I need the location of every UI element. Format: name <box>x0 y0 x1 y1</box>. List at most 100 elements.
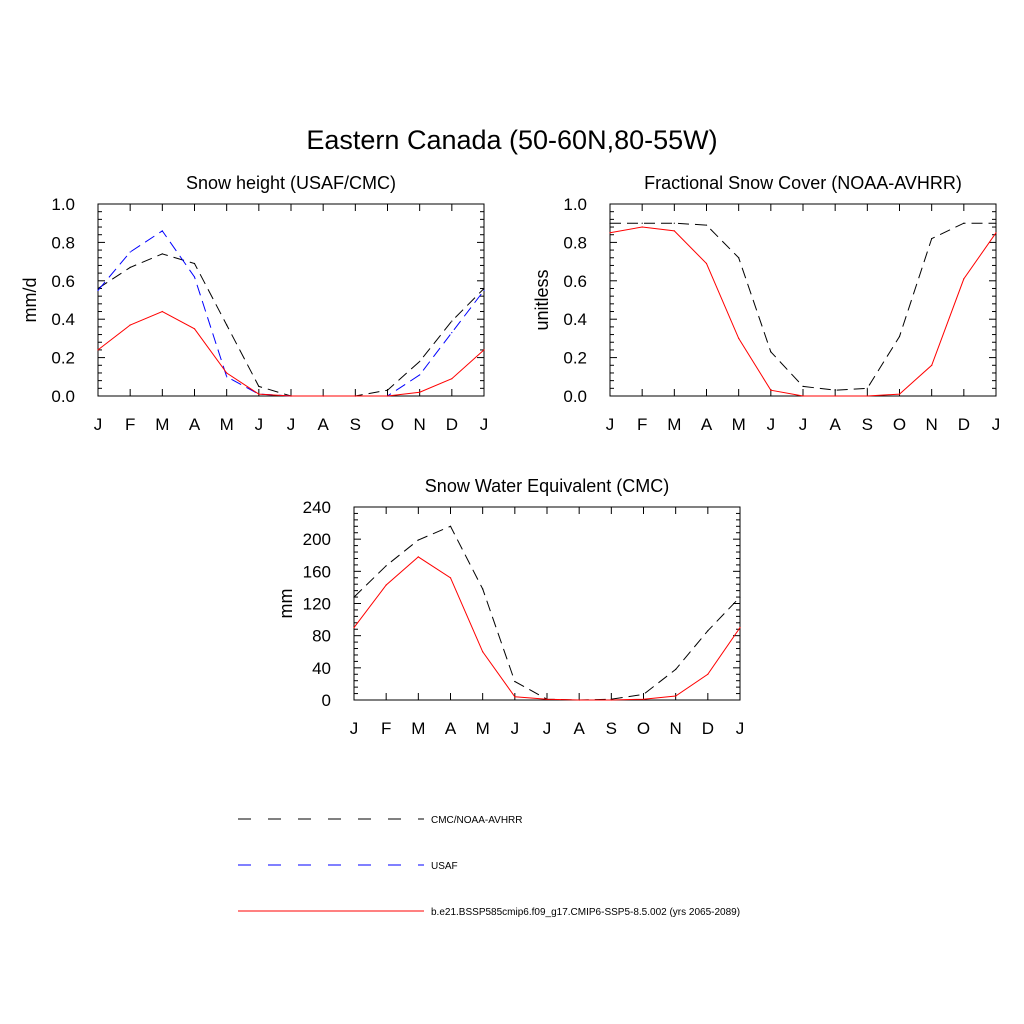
x-tick-label: O <box>637 719 650 738</box>
panel-fractional-snow-cover: Fractional Snow Cover (NOAA-AVHRR) unitle… <box>532 173 1000 434</box>
data-point-usaf <box>451 332 453 334</box>
y-tick-label: 80 <box>312 627 331 646</box>
data-point-obs <box>705 224 708 226</box>
data-point-obs <box>675 668 677 671</box>
data-point-obs <box>802 385 804 387</box>
data-point-model <box>290 395 292 397</box>
x-tick-label: M <box>732 415 746 434</box>
x-tick-label: J <box>511 719 520 738</box>
y-tick-label: 0 <box>322 691 331 710</box>
data-point-model <box>642 698 645 700</box>
data-point-model <box>482 651 484 653</box>
x-tick-label: J <box>480 415 489 434</box>
data-point-model <box>641 226 643 228</box>
data-point-model <box>258 393 260 395</box>
data-point-model <box>97 349 99 351</box>
data-point-obs <box>386 389 389 391</box>
x-tick-label: N <box>926 415 938 434</box>
data-point-usaf <box>419 374 421 376</box>
data-point-model <box>385 584 387 586</box>
data-point-model <box>675 695 677 697</box>
y-axis-label: mm <box>276 589 296 619</box>
data-point-obs <box>258 385 260 387</box>
panel-title: Snow height (USAF/CMC) <box>186 173 396 193</box>
x-tick-label: S <box>606 719 617 738</box>
data-point-model <box>483 349 485 351</box>
data-point-obs <box>97 287 99 290</box>
data-point-obs <box>995 222 997 224</box>
data-point-obs <box>353 596 355 598</box>
x-tick-label: M <box>476 719 490 738</box>
x-tick-label: J <box>255 415 264 434</box>
y-tick-label: 0.0 <box>51 387 75 406</box>
data-point-obs <box>417 539 419 541</box>
data-point-obs <box>161 253 163 255</box>
x-tick-label: A <box>445 719 457 738</box>
data-point-model <box>610 699 612 701</box>
data-point-obs <box>514 680 516 683</box>
x-tick-label: J <box>287 415 296 434</box>
x-tick-label: M <box>220 415 234 434</box>
data-point-obs <box>738 257 740 259</box>
x-tick-label: O <box>893 415 906 434</box>
data-point-usaf <box>193 276 196 278</box>
data-point-model <box>995 232 997 234</box>
data-point-usaf <box>226 376 228 378</box>
y-tick-label: 1.0 <box>51 195 75 214</box>
y-tick-label: 0.2 <box>51 349 75 368</box>
data-point-obs <box>226 324 228 326</box>
y-tick-label: 0.6 <box>563 272 587 291</box>
y-tick-label: 0.4 <box>563 310 587 329</box>
y-axis-label: unitless <box>532 269 552 330</box>
panel-title: Fractional Snow Cover (NOAA-AVHRR) <box>644 173 962 193</box>
x-tick-label: J <box>736 719 745 738</box>
x-tick-label: D <box>446 415 458 434</box>
data-point-model <box>770 389 772 391</box>
plot-frame <box>353 506 741 701</box>
y-tick-label: 0.8 <box>51 233 75 252</box>
x-tick-label: J <box>799 415 808 434</box>
data-point-model <box>449 577 452 579</box>
x-tick-label: F <box>125 415 135 434</box>
x-tick-label: D <box>702 719 714 738</box>
series-line-obs <box>610 222 996 391</box>
data-point-obs <box>931 238 933 240</box>
y-tick-label: 0.8 <box>563 233 587 252</box>
x-tick-label: A <box>701 415 713 434</box>
panel-snow-water-equivalent: Snow Water Equivalent (CMC) mm 0 40 80 120 160… <box>276 476 744 738</box>
data-point-obs <box>483 287 485 290</box>
x-tick-label: M <box>667 415 681 434</box>
y-tick-label: 1.0 <box>563 195 587 214</box>
x-tick-label: A <box>189 415 201 434</box>
data-point-obs <box>385 565 387 567</box>
data-point-obs <box>673 222 675 224</box>
y-tick-label: 0.4 <box>51 310 75 329</box>
data-point-model <box>898 393 901 395</box>
data-point-model <box>738 337 740 339</box>
data-point-obs <box>707 630 709 632</box>
data-point-model <box>834 395 836 397</box>
data-point-model <box>353 627 355 629</box>
y-tick-label: 240 <box>303 498 331 517</box>
data-point-obs <box>770 351 772 353</box>
data-point-obs <box>482 588 484 590</box>
data-point-model <box>707 673 709 675</box>
data-point-model <box>129 324 131 326</box>
data-point-model <box>354 395 356 397</box>
legend-label-usaf: USAF <box>431 861 458 872</box>
data-point-model <box>802 395 804 397</box>
series-line-obs <box>353 525 741 701</box>
data-point-usaf <box>129 251 131 253</box>
data-point-obs <box>419 360 421 362</box>
data-point-usaf <box>483 289 485 291</box>
y-tick-label: 0.2 <box>563 349 587 368</box>
x-tick-label: J <box>606 415 615 434</box>
data-point-model <box>451 378 453 380</box>
data-point-obs <box>642 693 645 696</box>
data-point-model <box>322 395 324 397</box>
x-tick-label: M <box>155 415 169 434</box>
data-point-obs <box>963 222 965 224</box>
data-point-model <box>609 232 611 234</box>
data-point-model <box>419 391 421 393</box>
x-tick-label: M <box>411 719 425 738</box>
